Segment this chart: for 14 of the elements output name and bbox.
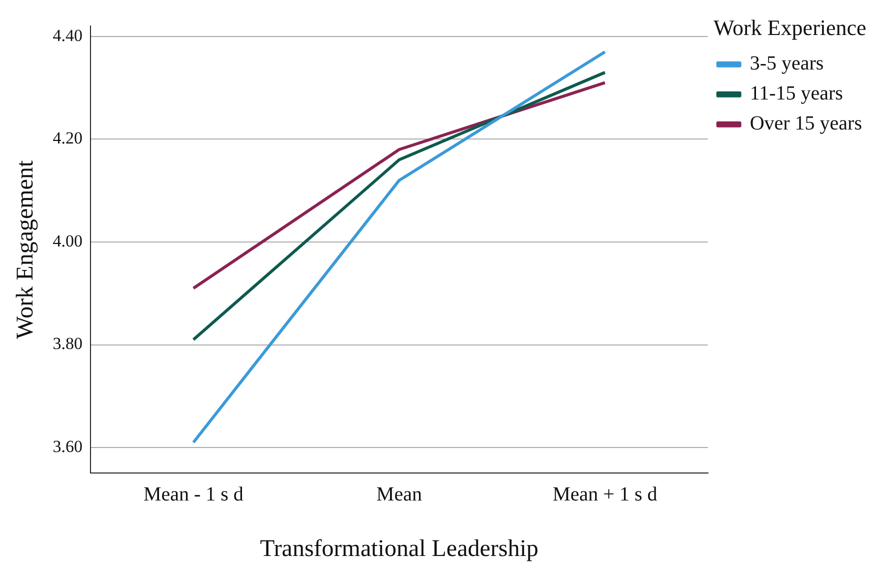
- y-tick-label: 3.60: [52, 436, 83, 456]
- x-tick-label: Mean + 1 s d: [552, 483, 658, 506]
- y-axis-title: Work Engagement: [12, 160, 39, 340]
- x-tick-label: Mean - 1 s d: [143, 483, 244, 506]
- legend-title: Work Experience: [714, 14, 866, 40]
- y-tick-label: 4.20: [52, 128, 83, 148]
- x-tick-label: Mean: [376, 483, 422, 506]
- y-tick-label: 4.00: [52, 231, 83, 250]
- y-tick-label: 4.40: [52, 26, 83, 45]
- y-tick-label: 3.80: [52, 334, 83, 354]
- legend-label: 3-5 years: [750, 52, 824, 75]
- legend-label: 11-15 years: [750, 82, 844, 105]
- x-axis-title: Transformational Leadership: [260, 536, 538, 562]
- legend-label: Over 15 years: [750, 112, 862, 135]
